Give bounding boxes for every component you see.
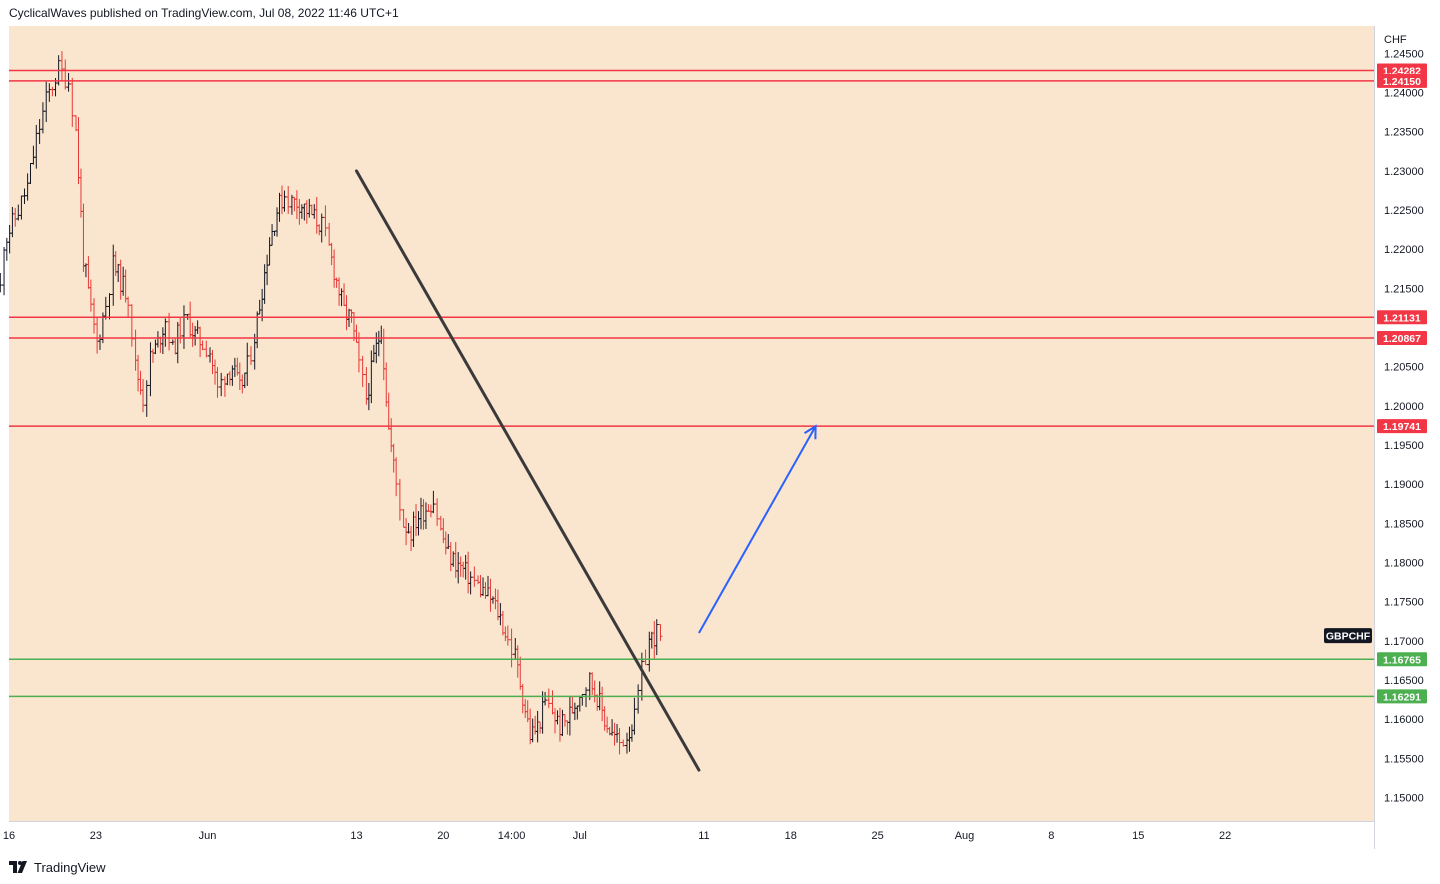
level-price-label: 1.24282 <box>1383 65 1421 77</box>
price-tick-label: 1.17500 <box>1384 597 1424 609</box>
publish-header: CyclicalWaves published on TradingView.c… <box>9 6 399 20</box>
projection-arrow-head <box>804 424 817 440</box>
price-axis-area[interactable] <box>1374 26 1431 821</box>
time-tick-label: 13 <box>350 830 362 842</box>
price-tick-label: 1.20000 <box>1384 401 1424 413</box>
tradingview-brand: TradingView <box>34 859 106 875</box>
time-tick-label: Jul <box>573 830 587 842</box>
level-price-tag <box>1377 652 1427 667</box>
horizontal-levels[interactable] <box>9 69 1374 698</box>
level-price-label: 1.21131 <box>1383 312 1421 324</box>
time-tick-label: 14:00 <box>498 830 526 842</box>
level-price-label: 1.20867 <box>1383 333 1421 345</box>
price-tick-label: 1.17000 <box>1384 636 1424 648</box>
level-price-tag <box>1377 63 1427 78</box>
price-tick-label: 1.18500 <box>1384 518 1424 530</box>
level-price-label: 1.16765 <box>1383 654 1421 666</box>
currency-label: CHF <box>1384 34 1407 46</box>
time-tick-label: 18 <box>785 830 797 842</box>
chart-plot-area[interactable] <box>9 26 1374 821</box>
price-tick-label: 1.23000 <box>1384 166 1424 178</box>
time-tick-label: Aug <box>955 830 975 842</box>
level-price-tag <box>1377 419 1427 434</box>
price-tick-label: 1.15500 <box>1384 753 1424 765</box>
symbol-tag <box>1324 628 1372 644</box>
time-tick-label: 15 <box>1132 830 1144 842</box>
time-tick-label: 22 <box>1219 830 1231 842</box>
time-tick-label: 11 <box>698 830 709 842</box>
symbol-tag-label: GBPCHF <box>1326 631 1371 643</box>
price-tick-label: 1.19500 <box>1384 440 1424 452</box>
price-tick-label: 1.24500 <box>1384 48 1424 60</box>
price-tick-label: 1.24000 <box>1384 88 1424 100</box>
candlestick-series <box>0 51 663 755</box>
descending-trendline[interactable] <box>354 169 701 772</box>
price-tick-label: 1.18000 <box>1384 558 1424 570</box>
time-tick-label: 16 <box>3 830 15 842</box>
price-tick-label: 1.21500 <box>1384 283 1424 295</box>
drawings[interactable] <box>354 169 817 772</box>
price-tick-label: 1.22000 <box>1384 244 1424 256</box>
level-price-label: 1.24150 <box>1383 76 1421 88</box>
level-price-tag <box>1377 330 1427 345</box>
time-tick-label: Jun <box>199 830 217 842</box>
time-tick-label: 8 <box>1048 830 1054 842</box>
price-tick-label: 1.23500 <box>1384 127 1424 139</box>
tradingview-logo-icon <box>9 861 29 873</box>
price-tick-label: 1.20500 <box>1384 362 1424 374</box>
level-price-tag <box>1377 689 1427 704</box>
level-price-tag <box>1377 310 1427 325</box>
price-tick-label: 1.22500 <box>1384 205 1424 217</box>
time-axis-ticks: 16 23 Jun 13 20 14:00 Jul 11 18 25 Aug 8 15 22 <box>3 830 1231 842</box>
level-price-label: 1.16291 <box>1383 691 1421 703</box>
price-tick-label: 1.15000 <box>1384 793 1424 805</box>
time-tick-label: 23 <box>90 830 102 842</box>
time-tick-label: 25 <box>872 830 884 842</box>
tradingview-footer[interactable]: TradingView <box>9 857 106 877</box>
time-axis-area[interactable] <box>9 821 1374 849</box>
price-tick-label: 1.16000 <box>1384 714 1424 726</box>
time-tick-label: 20 <box>437 830 449 842</box>
price-tick-label: 1.19000 <box>1384 479 1424 491</box>
price-axis-ticks: 1.24500 1.24000 1.23500 1.23000 1.22500 1.220… <box>1384 48 1424 804</box>
projection-arrow[interactable] <box>698 425 817 634</box>
price-tick-label: 1.16500 <box>1384 675 1424 687</box>
level-price-tag <box>1377 73 1427 88</box>
level-price-label: 1.19741 <box>1383 421 1421 433</box>
